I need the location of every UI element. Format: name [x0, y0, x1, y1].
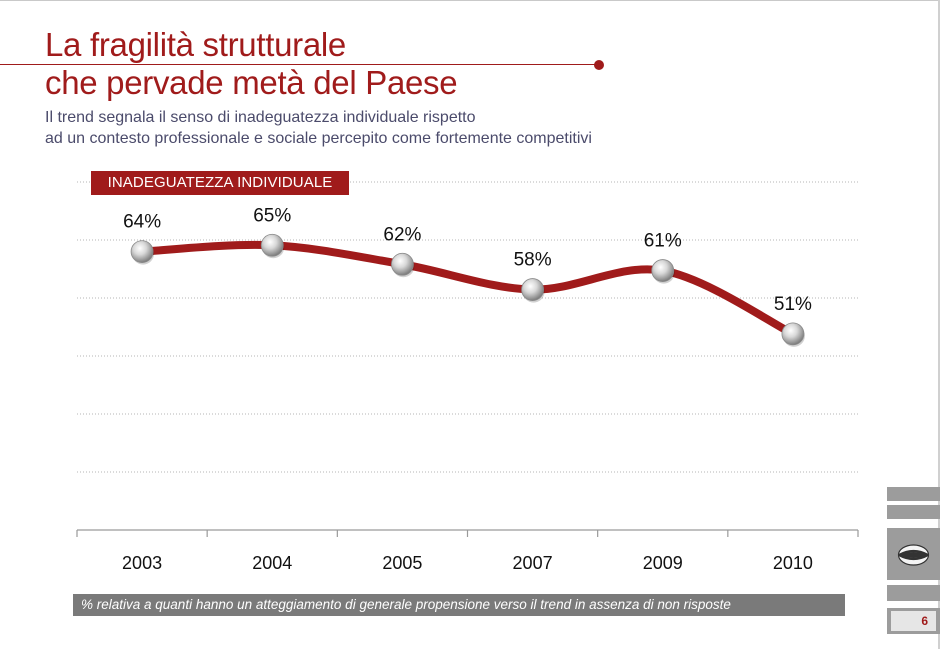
data-label: 58% [514, 250, 552, 271]
side-stripe-2 [887, 505, 940, 519]
top-border [0, 0, 940, 1]
x-tick-label: 2007 [513, 553, 553, 573]
side-stripe-1 [887, 487, 940, 501]
data-point [130, 240, 154, 264]
data-label: 64% [123, 212, 161, 233]
x-tick-label: 2010 [773, 553, 813, 573]
data-point [651, 259, 675, 282]
data-point [781, 322, 805, 346]
data-point [260, 233, 284, 257]
x-tick-labels: 2003 2004 2005 2007 2009 2010 [122, 553, 813, 573]
x-axis [76, 529, 859, 537]
chart-title-badge: INADEGUATEZZA INDIVIDUALE [91, 171, 349, 195]
side-stripe-3 [887, 585, 940, 601]
footnote: % relativa a quanti hanno un atteggiamen… [73, 594, 845, 616]
data-point [521, 278, 544, 301]
title-line-1: La fragilità strutturale [45, 26, 346, 63]
x-tick-label: 2005 [382, 553, 422, 573]
right-border [938, 0, 940, 649]
slide-subtitle: Il trend segnala il senso di inadeguatez… [45, 107, 592, 149]
title-rule [0, 64, 596, 65]
slide-title: La fragilità strutturale che pervade met… [45, 26, 458, 102]
data-label: 61% [644, 231, 682, 252]
data-markers [130, 233, 805, 347]
globe-logo-icon [897, 544, 930, 566]
x-tick-label: 2003 [122, 553, 162, 573]
data-label: 51% [774, 294, 812, 315]
data-label: 62% [383, 224, 421, 245]
x-tick-label: 2004 [252, 553, 292, 573]
title-line-2: che pervade metà del Paese [45, 64, 458, 101]
data-labels: 64% 65% 62% 58% 61% 51% [123, 205, 812, 315]
x-tick-label: 2009 [643, 553, 683, 573]
title-rule-dot [594, 60, 604, 70]
page-number: 6 [891, 611, 936, 631]
subtitle-line-2: ad un contesto professionale e sociale p… [45, 130, 592, 147]
grid-lines [77, 181, 858, 473]
subtitle-line-1: Il trend segnala il senso di inadeguatez… [45, 109, 476, 126]
logo-tile [887, 528, 940, 580]
data-point [391, 252, 414, 276]
data-label: 65% [253, 205, 291, 226]
series-line [138, 240, 797, 338]
